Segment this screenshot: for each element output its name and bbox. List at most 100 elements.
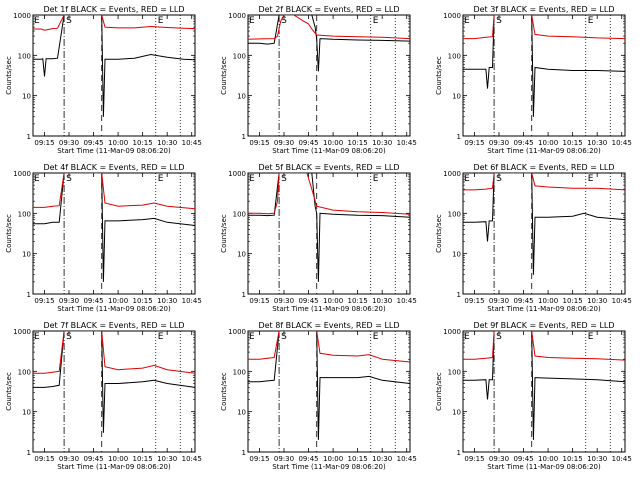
series-events-line: [33, 173, 195, 282]
x-axis-label: Start Time (11-Mar-09 08:06:20): [272, 147, 386, 155]
panel-det-6: Det 6f BLACK = Events, RED = LLD 1 10 100 10…: [435, 163, 632, 313]
x-axis-label: Start Time (11-Mar-09 08:06:20): [272, 463, 386, 471]
x-tick-label: 09:45: [513, 455, 533, 463]
x-axis-label: Start Time (11-Mar-09 08:06:20): [57, 463, 171, 471]
panel-title: Det 9f BLACK = Events, RED = LLD: [473, 321, 614, 330]
series-lld-line: [463, 173, 625, 191]
x-tick-label: 10:00: [538, 455, 558, 463]
x-tick-label: 10:45: [397, 455, 417, 463]
panel-title: Det 6f BLACK = Events, RED = LLD: [473, 163, 614, 172]
x-axis-label: Start Time (11-Mar-09 08:06:20): [272, 305, 386, 313]
y-tick-label: 1: [27, 133, 31, 141]
series-events-line: [33, 331, 195, 433]
y-tick-label: 10: [452, 251, 461, 259]
y-tick-label: 100: [233, 368, 246, 376]
x-axis-label: Start Time (11-Mar-09 08:06:20): [57, 305, 171, 313]
x-tick-label: 10:30: [157, 139, 177, 147]
x-tick-label: 09:30: [489, 455, 509, 463]
x-tick-label: 10:15: [348, 297, 368, 305]
series-lld-line: [248, 331, 410, 363]
start-marker-label: S: [496, 174, 502, 184]
x-tick-label: 10:45: [182, 455, 202, 463]
panel-title: Det 7f BLACK = Events, RED = LLD: [43, 321, 184, 330]
plot-frame: [247, 330, 411, 453]
y-tick-label: 100: [448, 210, 461, 218]
x-tick-label: 10:45: [182, 139, 202, 147]
x-tick-label: 10:00: [323, 297, 343, 305]
y-tick-label: 10: [237, 93, 246, 101]
y-axis-label: Counts/sec: [220, 56, 228, 95]
y-tick-label: 1000: [13, 12, 31, 20]
x-tick-label: 10:30: [157, 455, 177, 463]
x-tick-label: 10:30: [372, 455, 392, 463]
x-tick-label: 09:30: [59, 455, 79, 463]
x-tick-label: 10:00: [538, 139, 558, 147]
x-tick-label: 09:15: [249, 297, 269, 305]
y-tick-label: 1: [242, 133, 246, 141]
x-tick-label: 10:30: [587, 139, 607, 147]
panel-title: Det 4f BLACK = Events, RED = LLD: [43, 163, 184, 172]
x-tick-label: 10:15: [563, 139, 583, 147]
plot-frame: [247, 172, 411, 295]
x-tick-label: 09:15: [249, 139, 269, 147]
y-tick-label: 100: [448, 368, 461, 376]
plot-frame: [32, 172, 196, 295]
panel-title: Det 3f BLACK = Events, RED = LLD: [473, 5, 614, 14]
series-events-line: [33, 15, 195, 117]
x-tick-label: 09:45: [83, 297, 103, 305]
panel-det-5: Det 5f BLACK = Events, RED = LLD 1 10 100 10…: [220, 163, 417, 313]
x-tick-label: 10:00: [108, 455, 128, 463]
x-tick-label: 10:30: [587, 297, 607, 305]
end-marker-label: E: [588, 332, 594, 342]
x-tick-label: 09:30: [59, 139, 79, 147]
y-axis-label: Counts/sec: [435, 56, 443, 95]
y-axis-label: Counts/sec: [5, 214, 13, 253]
x-tick-label: 09:30: [489, 139, 509, 147]
x-tick-label: 10:00: [538, 297, 558, 305]
series-lld-line: [248, 173, 410, 215]
x-tick-label: 09:15: [34, 139, 54, 147]
left-edge-marker-label: E: [34, 332, 40, 342]
x-tick-label: 10:30: [372, 139, 392, 147]
x-tick-label: 10:00: [323, 455, 343, 463]
x-tick-label: 10:15: [133, 139, 153, 147]
y-axis-label: Counts/sec: [5, 372, 13, 411]
y-tick-label: 100: [233, 52, 246, 60]
series-events-line: [463, 15, 625, 117]
end-marker-label: E: [158, 16, 164, 26]
start-marker-label: S: [281, 174, 287, 184]
panel-title: Det 5f BLACK = Events, RED = LLD: [258, 163, 399, 172]
series-lld-line: [248, 15, 410, 40]
left-edge-marker-label: E: [464, 16, 470, 26]
end-marker-label: E: [373, 174, 379, 184]
y-tick-label: 10: [452, 409, 461, 417]
series-lld-line: [33, 331, 195, 374]
plot-frame: [462, 172, 626, 295]
y-tick-label: 10: [237, 409, 246, 417]
x-tick-label: 10:45: [182, 297, 202, 305]
x-tick-label: 09:15: [464, 139, 484, 147]
panel-title: Det 2f BLACK = Events, RED = LLD: [258, 5, 399, 14]
x-tick-label: 09:15: [464, 297, 484, 305]
end-marker-label: E: [373, 16, 379, 26]
series-lld-line: [33, 173, 195, 210]
x-axis-label: Start Time (11-Mar-09 08:06:20): [487, 147, 601, 155]
x-tick-label: 09:30: [489, 297, 509, 305]
x-tick-label: 09:15: [34, 455, 54, 463]
end-marker-label: E: [588, 174, 594, 184]
y-tick-label: 1000: [228, 170, 246, 178]
x-tick-label: 10:45: [612, 139, 632, 147]
x-tick-label: 10:15: [563, 455, 583, 463]
x-tick-label: 09:45: [298, 297, 318, 305]
y-tick-label: 10: [22, 93, 31, 101]
panel-det-7: Det 7f BLACK = Events, RED = LLD 1 10 100 10…: [5, 321, 202, 471]
x-tick-label: 09:30: [274, 455, 294, 463]
x-tick-label: 10:45: [612, 455, 632, 463]
panel-det-3: Det 3f BLACK = Events, RED = LLD 1 10 100 10…: [435, 5, 632, 155]
start-marker-label: S: [66, 174, 72, 184]
x-tick-label: 10:15: [133, 297, 153, 305]
left-edge-marker-label: E: [249, 174, 255, 184]
y-tick-label: 1000: [443, 170, 461, 178]
left-edge-marker-label: E: [464, 332, 470, 342]
y-tick-label: 1000: [228, 12, 246, 20]
